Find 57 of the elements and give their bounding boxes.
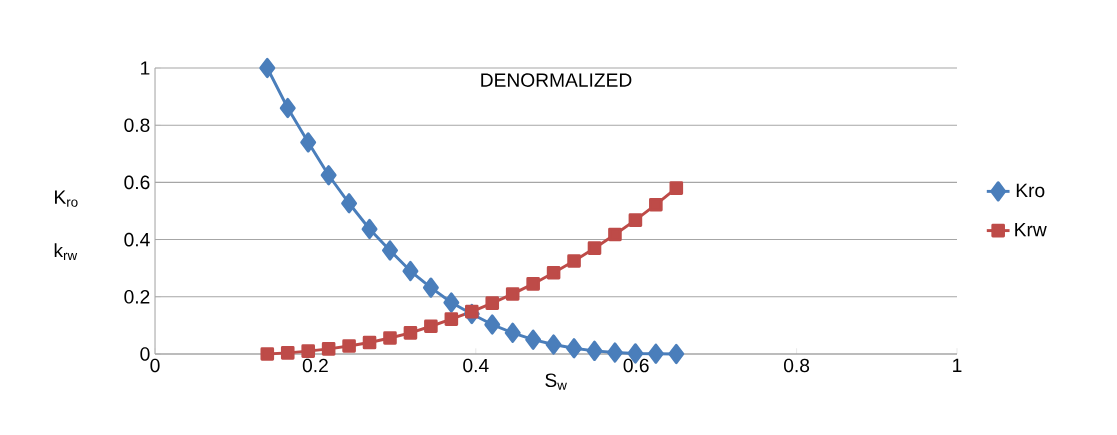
x-axis-title: S$_{w}$ — [545, 373, 567, 390]
point — [361, 218, 378, 240]
point — [546, 265, 561, 280]
point — [649, 197, 663, 212]
y-tick-label: 0.4 — [124, 232, 150, 247]
point — [567, 254, 581, 268]
point — [444, 312, 459, 326]
x-tick-label: 0.4 — [463, 358, 489, 373]
point — [382, 240, 398, 261]
point — [320, 165, 337, 186]
point — [566, 338, 583, 359]
point — [383, 331, 397, 345]
point — [342, 339, 356, 353]
point — [545, 334, 562, 355]
point — [443, 292, 460, 313]
x-tick-label: 0 — [150, 358, 160, 373]
point — [402, 260, 419, 282]
y-tick-label: 0.6 — [124, 175, 150, 190]
x-tick-label: 0.2 — [302, 358, 328, 373]
legend-label: Kro — [1016, 183, 1045, 198]
point — [586, 340, 603, 361]
point — [321, 342, 336, 356]
point — [259, 57, 276, 79]
point — [260, 347, 275, 361]
point — [647, 343, 664, 364]
point — [403, 326, 418, 340]
point — [484, 314, 501, 335]
point — [669, 181, 684, 195]
point — [280, 346, 295, 360]
x-tick-label: 0.8 — [784, 358, 810, 373]
point — [526, 277, 540, 291]
chart-title: DENORMALIZED — [481, 73, 632, 87]
point — [628, 213, 643, 227]
point — [300, 132, 317, 153]
point — [606, 342, 623, 363]
point — [608, 227, 622, 242]
point — [424, 319, 438, 334]
text: K$_{ro}$ k$_{rw}$ — [54, 190, 78, 260]
point — [505, 287, 520, 301]
point — [279, 97, 296, 119]
point — [464, 304, 479, 319]
point — [587, 241, 602, 255]
y-tick-label: 0.8 — [124, 118, 150, 132]
point — [422, 277, 439, 298]
x-tick-label: 1 — [953, 358, 962, 372]
legend-label: Krw — [1015, 222, 1047, 237]
y-tick-label: 0.2 — [124, 289, 150, 304]
point — [525, 329, 542, 350]
y-tick-label: 1 — [141, 61, 150, 75]
point — [504, 322, 521, 343]
point — [668, 343, 685, 365]
point — [362, 335, 377, 350]
point — [301, 344, 315, 358]
point — [485, 296, 500, 310]
x-tick-label: 0.6 — [623, 358, 649, 373]
y-tick-label: 0 — [140, 347, 150, 361]
point — [341, 193, 358, 214]
